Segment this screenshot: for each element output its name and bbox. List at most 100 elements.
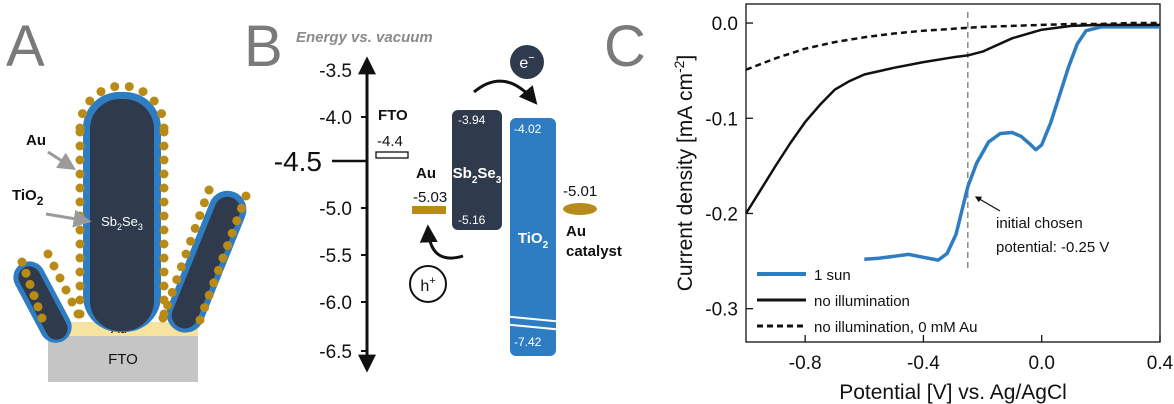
au-nanoparticle [110,82,120,92]
au-nanoparticle [204,290,214,300]
panel-c: C -0.8 -0.4 0.0 0.4 0.0 -0.1 -0.2 -0.3 Potenti… [604,3,1174,404]
au-nanoparticle [204,185,214,195]
series-line-1-sun [864,25,1160,262]
au-nanoparticle [75,141,85,151]
au-nanoparticle [157,109,166,119]
tio2-band-label: TiO2 [518,230,549,251]
au-nanoparticle [124,82,134,92]
sb2se3-core-center [90,99,154,331]
au-nanoparticle [159,211,169,221]
tio2-vb-value: -7.42 [514,335,542,349]
big-tick-label: -4.5 [274,146,322,177]
sb2se3-cb-value: -3.94 [458,113,486,127]
au-nanoparticle [159,197,169,207]
au-nanoparticle [158,313,168,323]
legend-label-1-sun: 1 sun [814,267,851,284]
electron-transfer-arrow [473,79,538,105]
axis-break-line [501,323,565,331]
au-nanoparticle [213,265,223,275]
electron-label: e− [519,52,534,72]
au-nanoparticle [159,225,169,235]
au-nanoparticles [17,82,251,325]
tio2-pointer-label: TiO2 [12,187,44,208]
au-nanoparticle [195,211,205,221]
au-catalyst-ellipse [563,203,597,215]
au-nanoparticle [75,197,85,207]
annotation-arrow [974,196,1001,212]
panel-a-letter: A [6,14,45,79]
annotation-line-2: potential: -0.25 V [996,239,1109,256]
au-nanoparticle [159,183,169,193]
energy-tick-label: -3.5 [319,61,352,82]
legend: 1 sun no illumination no illumination, 0… [757,267,977,336]
au-nanoparticle [167,287,177,297]
tio2-pointer-arrow [45,209,92,228]
x-axis-ticks: -0.8 -0.4 0.0 0.4 [789,335,1174,374]
sb2se3-core-right [171,196,241,329]
au-nanoparticle [78,109,87,119]
au-nanoparticle [43,249,53,259]
fto-substrate [48,336,198,382]
y-tick-label: -0.2 [705,204,738,225]
au-catalyst-label: Au [566,223,586,240]
au-nanoparticle [227,228,237,238]
nanorods [13,92,247,343]
au-nanoparticle [37,313,47,323]
annotation-line-1: initial chosen [996,215,1083,232]
au-nanoparticle [200,303,210,313]
fto-level-value: -4.4 [377,133,403,150]
au-nanoparticle [236,203,246,213]
au-nanoparticle [75,295,85,305]
sb2se3-rod-label: Sb2Se3 [101,214,143,232]
chart-series [744,21,1160,262]
au-nanoparticle [85,96,95,106]
au-nanoparticle [195,315,205,325]
au-nanoparticle [61,285,71,295]
au-nanoparticle [186,236,196,246]
au-level-value: -5.03 [413,189,447,206]
energy-ticks: -3.5 -4.0 -4.5 -5.0 -5.5 -6.0 -6.5 [274,61,367,363]
au-nanoparticle [209,278,219,288]
hole-label: h+ [420,275,435,295]
au-nanoparticle [29,291,39,301]
au-level-bar [412,206,446,214]
au-nanoparticle [75,225,85,235]
au-nanoparticle [75,267,85,277]
au-nanoparticle [75,253,85,263]
energy-tick-label: -5.0 [319,199,352,220]
au-nanoparticle [181,249,191,259]
au-nanoparticle [33,302,43,312]
au-nanoparticle [21,268,31,278]
au-nanoparticle [199,198,209,208]
au-nanoparticle [190,223,200,233]
au-nanoparticle [159,155,169,165]
hole-icon [409,265,447,303]
sb2se3-band [452,110,502,230]
y-tick-label: -0.1 [705,109,738,130]
tio2-cb-value: -4.02 [514,122,542,136]
au-nanoparticle [75,183,85,193]
au-nanoparticle [159,253,169,263]
y-tick-label: -0.3 [705,300,738,321]
au-nanoparticle [96,87,106,97]
au-nanoparticle [159,281,169,291]
y-axis-label: Current density [mA cm-2] [671,55,697,292]
y-axis-ticks: 0.0 -0.1 -0.2 -0.3 [705,14,753,321]
au-nanoparticle [159,141,169,151]
energy-tick-label: -4.0 [319,108,352,129]
plot-frame [745,3,1161,343]
y-tick-label: 0.0 [712,14,738,35]
x-tick-label: 0.0 [1029,353,1055,374]
x-tick-label: -0.8 [789,353,822,374]
panel-b-letter: B [244,14,283,79]
fto-label: FTO [108,351,138,368]
tio2-band [510,118,556,356]
fto-level-bar [375,151,409,159]
au-nanoparticle [149,96,159,106]
fto-level-label: FTO [378,107,408,124]
au-pointer-label: Au [26,132,46,149]
au-nanoparticle [138,87,148,97]
au-nanoparticle [67,297,77,307]
au-nanoparticle [163,300,173,310]
au-nanoparticle [172,275,182,285]
